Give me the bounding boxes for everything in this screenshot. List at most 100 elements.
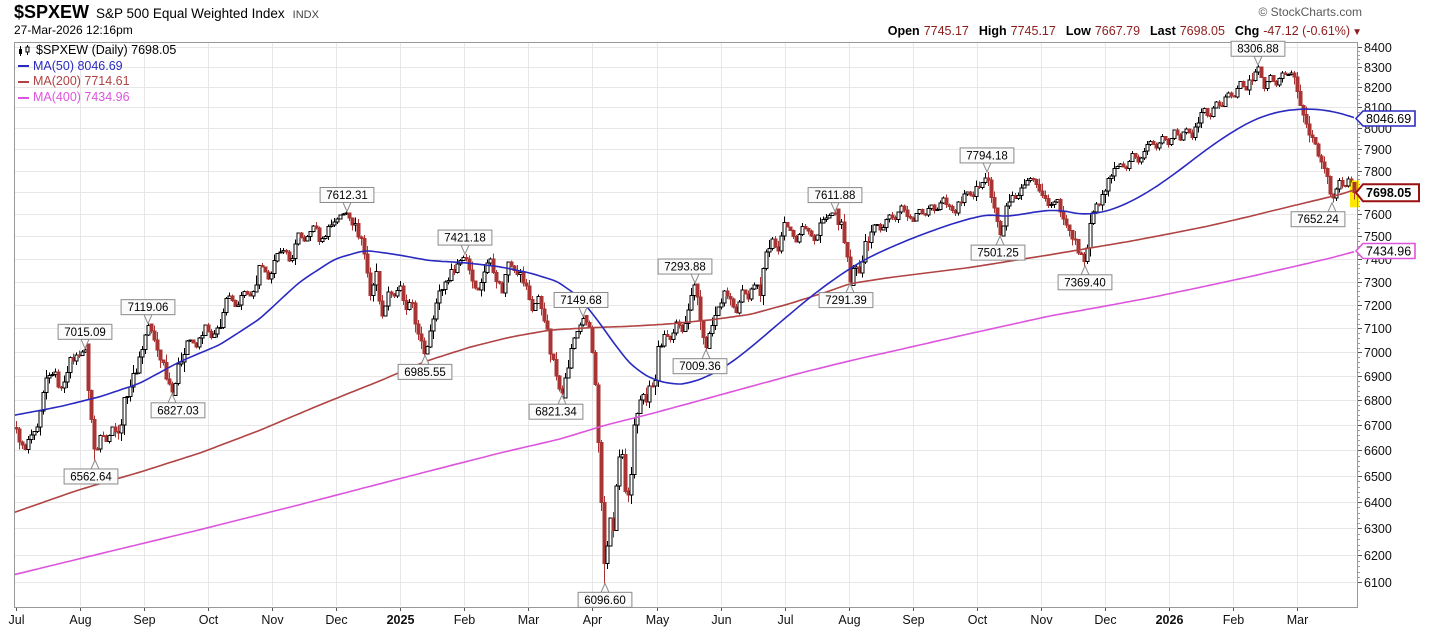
- svg-text:Apr: Apr: [583, 613, 602, 627]
- svg-text:7015.09: 7015.09: [64, 327, 106, 339]
- svg-text:Mar: Mar: [1287, 613, 1309, 627]
- svg-text:6600: 6600: [1364, 444, 1392, 458]
- ma-line-MA(200): [13, 189, 1355, 514]
- axis-price-callouts: 8046.69 7698.05 7434.96: [1354, 110, 1420, 260]
- svg-text:Jul: Jul: [9, 613, 25, 627]
- svg-text:7500: 7500: [1364, 230, 1392, 244]
- open-label: Open: [887, 24, 920, 38]
- svg-text:Oct: Oct: [199, 613, 219, 627]
- svg-text:7300: 7300: [1364, 276, 1392, 290]
- symbol: $SPXEW: [14, 2, 90, 22]
- gridlines: [15, 43, 1362, 611]
- svg-text:May: May: [646, 613, 670, 627]
- svg-text:8200: 8200: [1364, 81, 1392, 95]
- ma50-line-swatch: [18, 65, 29, 68]
- high-label: High: [978, 24, 1007, 38]
- legend-ma200-row: MA(200) 7714.61: [18, 74, 176, 90]
- chg-value: -47.12 (-0.61%): [1263, 24, 1351, 38]
- svg-text:2025: 2025: [387, 613, 415, 627]
- svg-text:7600: 7600: [1364, 208, 1392, 222]
- svg-text:Nov: Nov: [1030, 613, 1053, 627]
- svg-text:7119.06: 7119.06: [128, 302, 169, 314]
- ma200-line-swatch: [18, 80, 29, 83]
- svg-text:Sep: Sep: [133, 613, 155, 627]
- svg-text:6827.03: 6827.03: [157, 405, 199, 417]
- svg-text:7900: 7900: [1364, 143, 1392, 157]
- plot-frame: [14, 42, 1358, 608]
- svg-text:7000: 7000: [1364, 346, 1392, 360]
- svg-text:Feb: Feb: [1223, 613, 1245, 627]
- svg-text:Aug: Aug: [69, 613, 91, 627]
- svg-text:6500: 6500: [1364, 470, 1392, 484]
- svg-text:7698.05: 7698.05: [1366, 186, 1411, 200]
- open-value: 7745.17: [923, 24, 969, 38]
- svg-text:Dec: Dec: [1094, 613, 1116, 627]
- svg-text:6821.34: 6821.34: [535, 407, 577, 419]
- svg-text:7611.88: 7611.88: [815, 190, 856, 202]
- x-axis-labels: Jul Aug Sep Oct Nov Dec 2025 Feb Mar Apr May Jun Jul…: [9, 613, 1309, 627]
- svg-text:7501.25: 7501.25: [977, 248, 1019, 260]
- candlestick-chart-icon: [18, 44, 32, 57]
- svg-text:7100: 7100: [1364, 322, 1392, 336]
- svg-text:Jul: Jul: [778, 613, 794, 627]
- svg-text:8046.69: 8046.69: [1366, 112, 1411, 126]
- ohlc-quote-bar: Open 7745.17 High 7745.17 Low 7667.79 Last 7698…: [888, 24, 1362, 38]
- ma-line-MA(400): [13, 251, 1355, 576]
- svg-text:7421.18: 7421.18: [444, 233, 486, 245]
- symbol-name: S&P 500 Equal Weighted Index: [96, 6, 285, 21]
- chart-datetime: 27-Mar-2026 12:16pm: [14, 23, 133, 37]
- chg-label: Chg: [1234, 24, 1260, 38]
- svg-text:7149.68: 7149.68: [560, 295, 602, 307]
- svg-text:6200: 6200: [1364, 549, 1392, 563]
- svg-text:7009.36: 7009.36: [679, 361, 721, 373]
- svg-text:6700: 6700: [1364, 419, 1392, 433]
- svg-text:6900: 6900: [1364, 370, 1392, 384]
- svg-text:6800: 6800: [1364, 394, 1392, 408]
- svg-text:7800: 7800: [1364, 165, 1392, 179]
- svg-text:6985.55: 6985.55: [404, 367, 446, 379]
- svg-text:7652.24: 7652.24: [1297, 214, 1339, 226]
- svg-text:7369.40: 7369.40: [1064, 277, 1106, 289]
- svg-text:8300: 8300: [1364, 61, 1392, 75]
- legend-ma400-row: MA(400) 7434.96: [18, 90, 176, 106]
- exchange-tag: INDX: [292, 9, 319, 21]
- svg-text:7612.31: 7612.31: [326, 190, 368, 202]
- svg-text:8400: 8400: [1364, 41, 1392, 55]
- last-label: Last: [1150, 24, 1176, 38]
- svg-text:6400: 6400: [1364, 496, 1392, 510]
- svg-text:8306.88: 8306.88: [1237, 44, 1279, 56]
- svg-text:6562.64: 6562.64: [70, 471, 112, 483]
- candlesticks: [14, 65, 1357, 584]
- svg-text:Nov: Nov: [261, 613, 284, 627]
- moving-average-lines: [13, 108, 1355, 576]
- svg-text:7794.18: 7794.18: [966, 150, 1008, 162]
- low-value: 7667.79: [1094, 24, 1141, 38]
- svg-text:Feb: Feb: [454, 613, 476, 627]
- low-label: Low: [1065, 24, 1091, 38]
- svg-text:Oct: Oct: [968, 613, 988, 627]
- svg-text:6100: 6100: [1364, 576, 1392, 590]
- legend-series-row: $SPXEW (Daily) 7698.05: [18, 43, 176, 59]
- svg-text:7293.88: 7293.88: [664, 262, 706, 274]
- stockcharts-credit: © StockCharts.com: [1258, 5, 1362, 19]
- svg-text:Dec: Dec: [325, 613, 347, 627]
- legend-ma200-label: MA(200) 7714.61: [33, 74, 130, 89]
- last-value: 7698.05: [1179, 24, 1225, 38]
- svg-text:Sep: Sep: [902, 613, 924, 627]
- legend-ma50-label: MA(50) 8046.69: [33, 58, 123, 73]
- legend-ma400-label: MA(400) 7434.96: [33, 89, 130, 104]
- svg-text:Mar: Mar: [518, 613, 540, 627]
- svg-text:6300: 6300: [1364, 522, 1392, 536]
- down-arrow-icon: ▼: [1352, 27, 1362, 38]
- svg-text:2026: 2026: [1156, 613, 1184, 627]
- svg-text:7291.39: 7291.39: [825, 295, 867, 307]
- ma-line-MA(50): [13, 108, 1355, 417]
- plot-legend: $SPXEW (Daily) 7698.05 MA(50) 8046.69 MA…: [18, 43, 176, 105]
- svg-text:6096.60: 6096.60: [584, 595, 626, 607]
- svg-text:Aug: Aug: [838, 613, 860, 627]
- chart-header: $SPXEW S&P 500 Equal Weighted Index INDX: [14, 2, 319, 23]
- legend-series-label: $SPXEW (Daily) 7698.05: [36, 43, 177, 57]
- svg-text:Jun: Jun: [711, 613, 731, 627]
- high-value: 7745.17: [1010, 24, 1056, 38]
